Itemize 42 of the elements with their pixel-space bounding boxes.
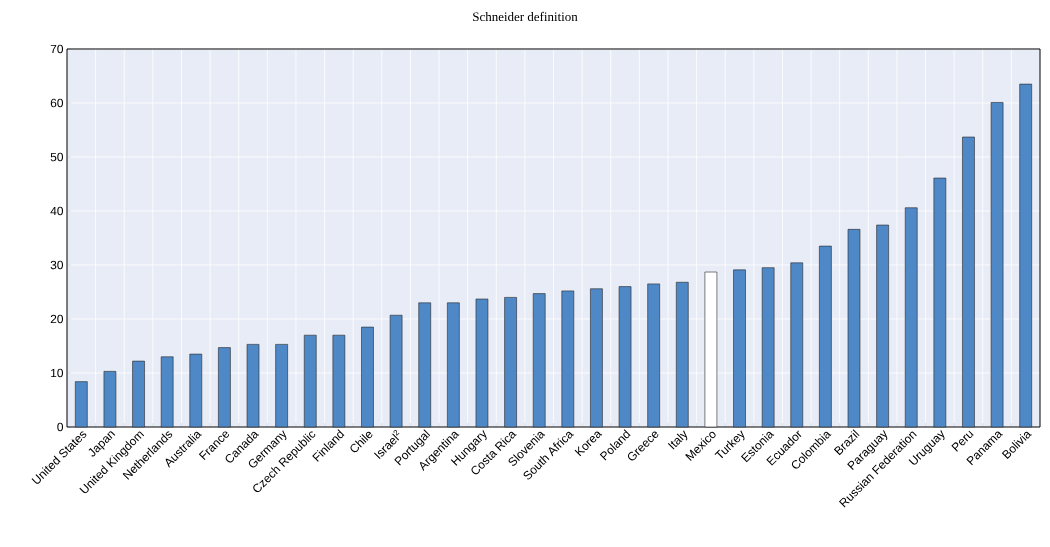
bar xyxy=(761,267,775,428)
bar xyxy=(75,381,88,428)
bar xyxy=(218,347,231,428)
bar xyxy=(303,334,317,428)
y-tick-label: 70 xyxy=(50,44,64,54)
bar xyxy=(618,286,632,428)
bar xyxy=(876,224,889,428)
y-tick-label: 0 xyxy=(57,422,64,432)
bar xyxy=(847,229,861,428)
bar xyxy=(132,360,145,428)
y-tick-label: 50 xyxy=(50,152,64,162)
bar xyxy=(504,297,517,428)
bar xyxy=(647,283,660,428)
y-tick-label: 20 xyxy=(50,314,64,324)
y-tick-label: 40 xyxy=(50,206,64,216)
y-tick-label: 10 xyxy=(51,368,64,378)
bar xyxy=(933,177,947,428)
y-tick-label: 30 xyxy=(50,260,64,270)
bar xyxy=(418,302,432,428)
bar xyxy=(332,334,346,428)
bar xyxy=(990,102,1004,428)
bar xyxy=(389,314,403,428)
bar xyxy=(189,353,203,428)
bar xyxy=(361,326,374,428)
bar xyxy=(819,245,832,428)
bar xyxy=(532,293,546,428)
y-tick-label: 60 xyxy=(50,98,64,108)
bar xyxy=(246,344,260,428)
bar xyxy=(962,136,975,428)
bar xyxy=(561,290,575,428)
bar xyxy=(675,281,689,428)
bar xyxy=(160,356,174,428)
bar xyxy=(1019,83,1032,428)
bar xyxy=(275,344,288,428)
bar xyxy=(904,207,918,428)
bar xyxy=(733,269,746,428)
bar xyxy=(475,298,489,428)
bar xyxy=(790,262,804,428)
bar xyxy=(590,288,603,428)
chart-subtitle: Schneider definition xyxy=(473,11,578,22)
bar xyxy=(447,302,460,428)
bar xyxy=(103,371,117,428)
